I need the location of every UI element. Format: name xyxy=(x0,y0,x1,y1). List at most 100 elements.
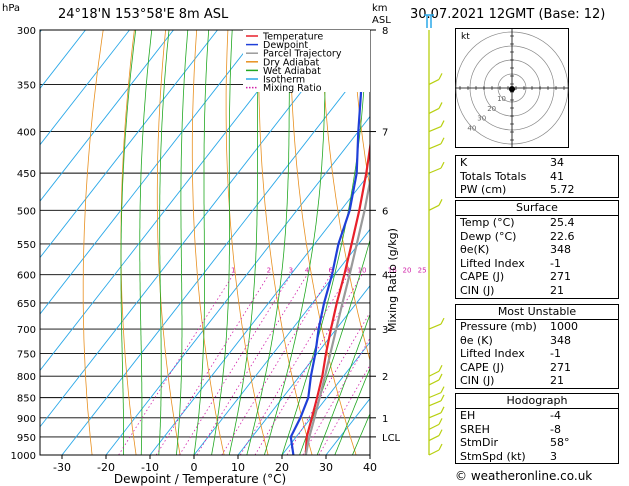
pressure-tick-label: 900 xyxy=(17,414,36,425)
stat-row: EH -4 xyxy=(456,409,618,423)
wind-barb xyxy=(428,400,442,407)
hodograph-info-panel: Hodograph EH -4 SREH -8 StmDir 58° StmSpd (kt)… xyxy=(455,393,619,465)
indices-panel: K 34 Totals Totals 41 PW (cm) 5.72 xyxy=(455,155,619,198)
hodograph-ring-label: 20 xyxy=(487,105,496,113)
hodograph-info-title: Hodograph xyxy=(456,394,618,409)
legend-entry-label: Dewpoint xyxy=(263,40,308,51)
pressure-tick-label: 500 xyxy=(17,206,36,217)
isotherm-line xyxy=(61,59,370,455)
stat-value: 21 xyxy=(550,374,564,388)
stat-label: CIN (J) xyxy=(460,374,495,388)
mixing-ratio-label: 25 xyxy=(418,267,427,275)
pressure-tick-label: 1000 xyxy=(11,451,36,462)
wind-barb xyxy=(428,379,440,386)
pressure-unit-label: hPa xyxy=(2,3,21,14)
hodograph-ring-label: 40 xyxy=(467,125,476,133)
isotherm-line xyxy=(40,30,350,428)
wind-barb xyxy=(428,107,440,114)
mixing-ratio-label: 6 xyxy=(329,267,334,275)
mixing-ratio-line xyxy=(254,274,363,455)
wind-barb xyxy=(428,435,440,442)
mixing-ratio-line xyxy=(118,274,234,455)
wind-barb xyxy=(428,449,440,456)
mixing-ratio-line xyxy=(155,274,270,455)
stat-row: Lifted Index -1 xyxy=(456,257,618,271)
pressure-tick-label: 850 xyxy=(17,394,36,405)
wind-barb xyxy=(438,418,443,425)
stat-label: Lifted Index xyxy=(460,347,525,361)
surface-panel: Surface Temp (°C) 25.4 Dewp (°C) 22.6 θe(K) 3… xyxy=(455,200,619,299)
wet-adiabat-line xyxy=(316,313,370,455)
isotherm-line xyxy=(149,172,370,455)
series-parcel-trajectory xyxy=(304,175,370,455)
stat-value: 5.72 xyxy=(550,183,575,197)
wet-adiabat-line xyxy=(264,30,327,455)
mixing-ratio-line xyxy=(196,274,308,455)
stat-label: CAPE (J) xyxy=(460,270,505,284)
mixing-ratio-label: 8 xyxy=(346,267,350,275)
wind-barb xyxy=(440,394,445,402)
wind-top-marker xyxy=(424,14,434,28)
stat-row: Lifted Index -1 xyxy=(456,347,618,361)
stat-label: θe (K) xyxy=(460,333,493,347)
isotherm-line xyxy=(193,228,370,455)
mixing-ratio-label: 10 xyxy=(358,267,367,275)
dry-adiabat-line xyxy=(289,30,357,455)
mixing-ratio-label: 20 xyxy=(403,267,412,275)
pressure-tick-label: 800 xyxy=(17,372,36,383)
altitude-tick-label: 2 xyxy=(382,372,388,383)
temperature-tick-label: -20 xyxy=(97,461,115,474)
stat-label: CAPE (J) xyxy=(460,360,505,374)
wind-barb xyxy=(428,143,442,150)
stat-value: 348 xyxy=(550,333,571,347)
stat-label: Totals Totals xyxy=(460,169,527,183)
altitude-tick-label: 6 xyxy=(382,206,388,217)
wind-barb xyxy=(428,125,442,133)
wet-adiabat-line xyxy=(211,30,233,455)
isotherm-line xyxy=(40,30,130,146)
pressure-tick-label: 300 xyxy=(17,26,36,37)
stat-row: Totals Totals 41 xyxy=(456,170,618,184)
series-temperature xyxy=(304,140,370,455)
hodograph-unit-label: kt xyxy=(461,32,470,42)
stat-label: Pressure (mb) xyxy=(460,320,537,333)
wind-barb xyxy=(428,392,442,399)
location-title: 24°18'N 153°58'E 8m ASL xyxy=(58,7,229,22)
stat-row: StmDir 58° xyxy=(456,436,618,450)
stat-label: SREH xyxy=(460,422,490,436)
pressure-tick-label: 600 xyxy=(17,271,36,282)
stat-value: -8 xyxy=(550,422,561,436)
isotherm-line xyxy=(40,30,218,259)
most-unstable-title: Most Unstable xyxy=(456,305,618,320)
pressure-tick-label: 750 xyxy=(17,349,36,360)
wind-barb xyxy=(428,412,442,419)
wind-barb xyxy=(438,373,443,381)
pressure-tick-label: 450 xyxy=(17,169,36,180)
wind-barb xyxy=(438,429,443,436)
mixing-ratio-line xyxy=(239,274,349,455)
legend-entry-label: Dry Adiabat xyxy=(263,57,320,68)
copyright-footer: © weatheronline.co.uk xyxy=(455,469,593,483)
pressure-tick-label: 350 xyxy=(17,80,36,91)
wind-barb xyxy=(438,73,443,80)
mixing-ratio-line xyxy=(221,274,332,455)
stat-value: 34 xyxy=(550,156,564,169)
pressure-tick-label: 550 xyxy=(17,240,36,251)
mixing-ratio-line xyxy=(179,274,292,455)
mixing-ratio-axis-label: Mixing Ratio (g/kg) xyxy=(386,228,399,332)
altitude-tick-label: 4 xyxy=(382,271,388,282)
isotherm-line xyxy=(40,30,174,202)
isotherm-line xyxy=(40,30,262,315)
plot-frame xyxy=(39,29,371,456)
stat-row: θe(K) 348 xyxy=(456,243,618,257)
mixing-ratio-label: 4 xyxy=(305,267,310,275)
wind-barb xyxy=(440,161,445,169)
stat-value: 271 xyxy=(550,270,571,284)
wind-barb xyxy=(440,137,445,145)
wet-adiabat-line xyxy=(193,30,210,455)
stat-value: 271 xyxy=(550,360,571,374)
x-axis-label: Dewpoint / Temperature (°C) xyxy=(114,472,286,486)
stat-row: CIN (J) 21 xyxy=(456,284,618,298)
isotherm-line xyxy=(40,30,86,90)
